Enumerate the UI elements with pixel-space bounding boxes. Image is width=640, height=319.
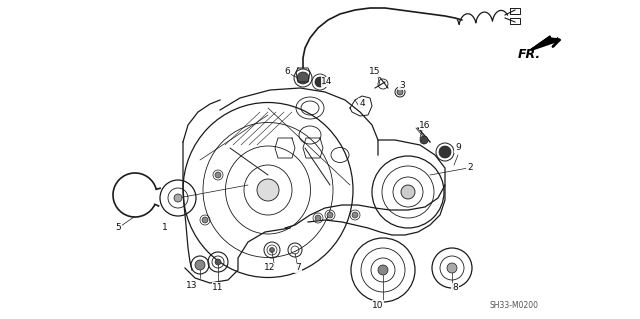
Text: 9: 9: [455, 144, 461, 152]
Circle shape: [397, 89, 403, 95]
Text: SH33-M0200: SH33-M0200: [490, 300, 539, 309]
Circle shape: [297, 72, 309, 84]
Text: 10: 10: [372, 300, 384, 309]
Text: FR.: FR.: [518, 48, 541, 62]
Polygon shape: [530, 36, 558, 50]
Circle shape: [174, 194, 182, 202]
Ellipse shape: [401, 185, 415, 199]
Text: 3: 3: [399, 80, 405, 90]
Circle shape: [315, 215, 321, 221]
Text: 4: 4: [359, 99, 365, 108]
Text: 14: 14: [321, 78, 333, 86]
Text: 15: 15: [369, 68, 381, 77]
Text: 12: 12: [264, 263, 276, 272]
Ellipse shape: [257, 179, 279, 201]
Text: 6: 6: [284, 68, 290, 77]
Circle shape: [202, 217, 208, 223]
Circle shape: [378, 265, 388, 275]
Circle shape: [215, 172, 221, 178]
Text: 11: 11: [212, 283, 224, 292]
Circle shape: [327, 212, 333, 218]
Circle shape: [439, 146, 451, 158]
Circle shape: [315, 77, 325, 87]
Text: 1: 1: [162, 224, 168, 233]
Circle shape: [352, 212, 358, 218]
Text: 5: 5: [115, 224, 121, 233]
Text: 8: 8: [452, 284, 458, 293]
Circle shape: [195, 260, 205, 270]
Circle shape: [269, 248, 275, 253]
Circle shape: [420, 136, 428, 144]
Circle shape: [447, 263, 457, 273]
Text: 2: 2: [467, 164, 473, 173]
Text: 16: 16: [419, 121, 431, 130]
Text: 13: 13: [186, 280, 198, 290]
Circle shape: [215, 259, 221, 265]
Text: 7: 7: [295, 263, 301, 272]
